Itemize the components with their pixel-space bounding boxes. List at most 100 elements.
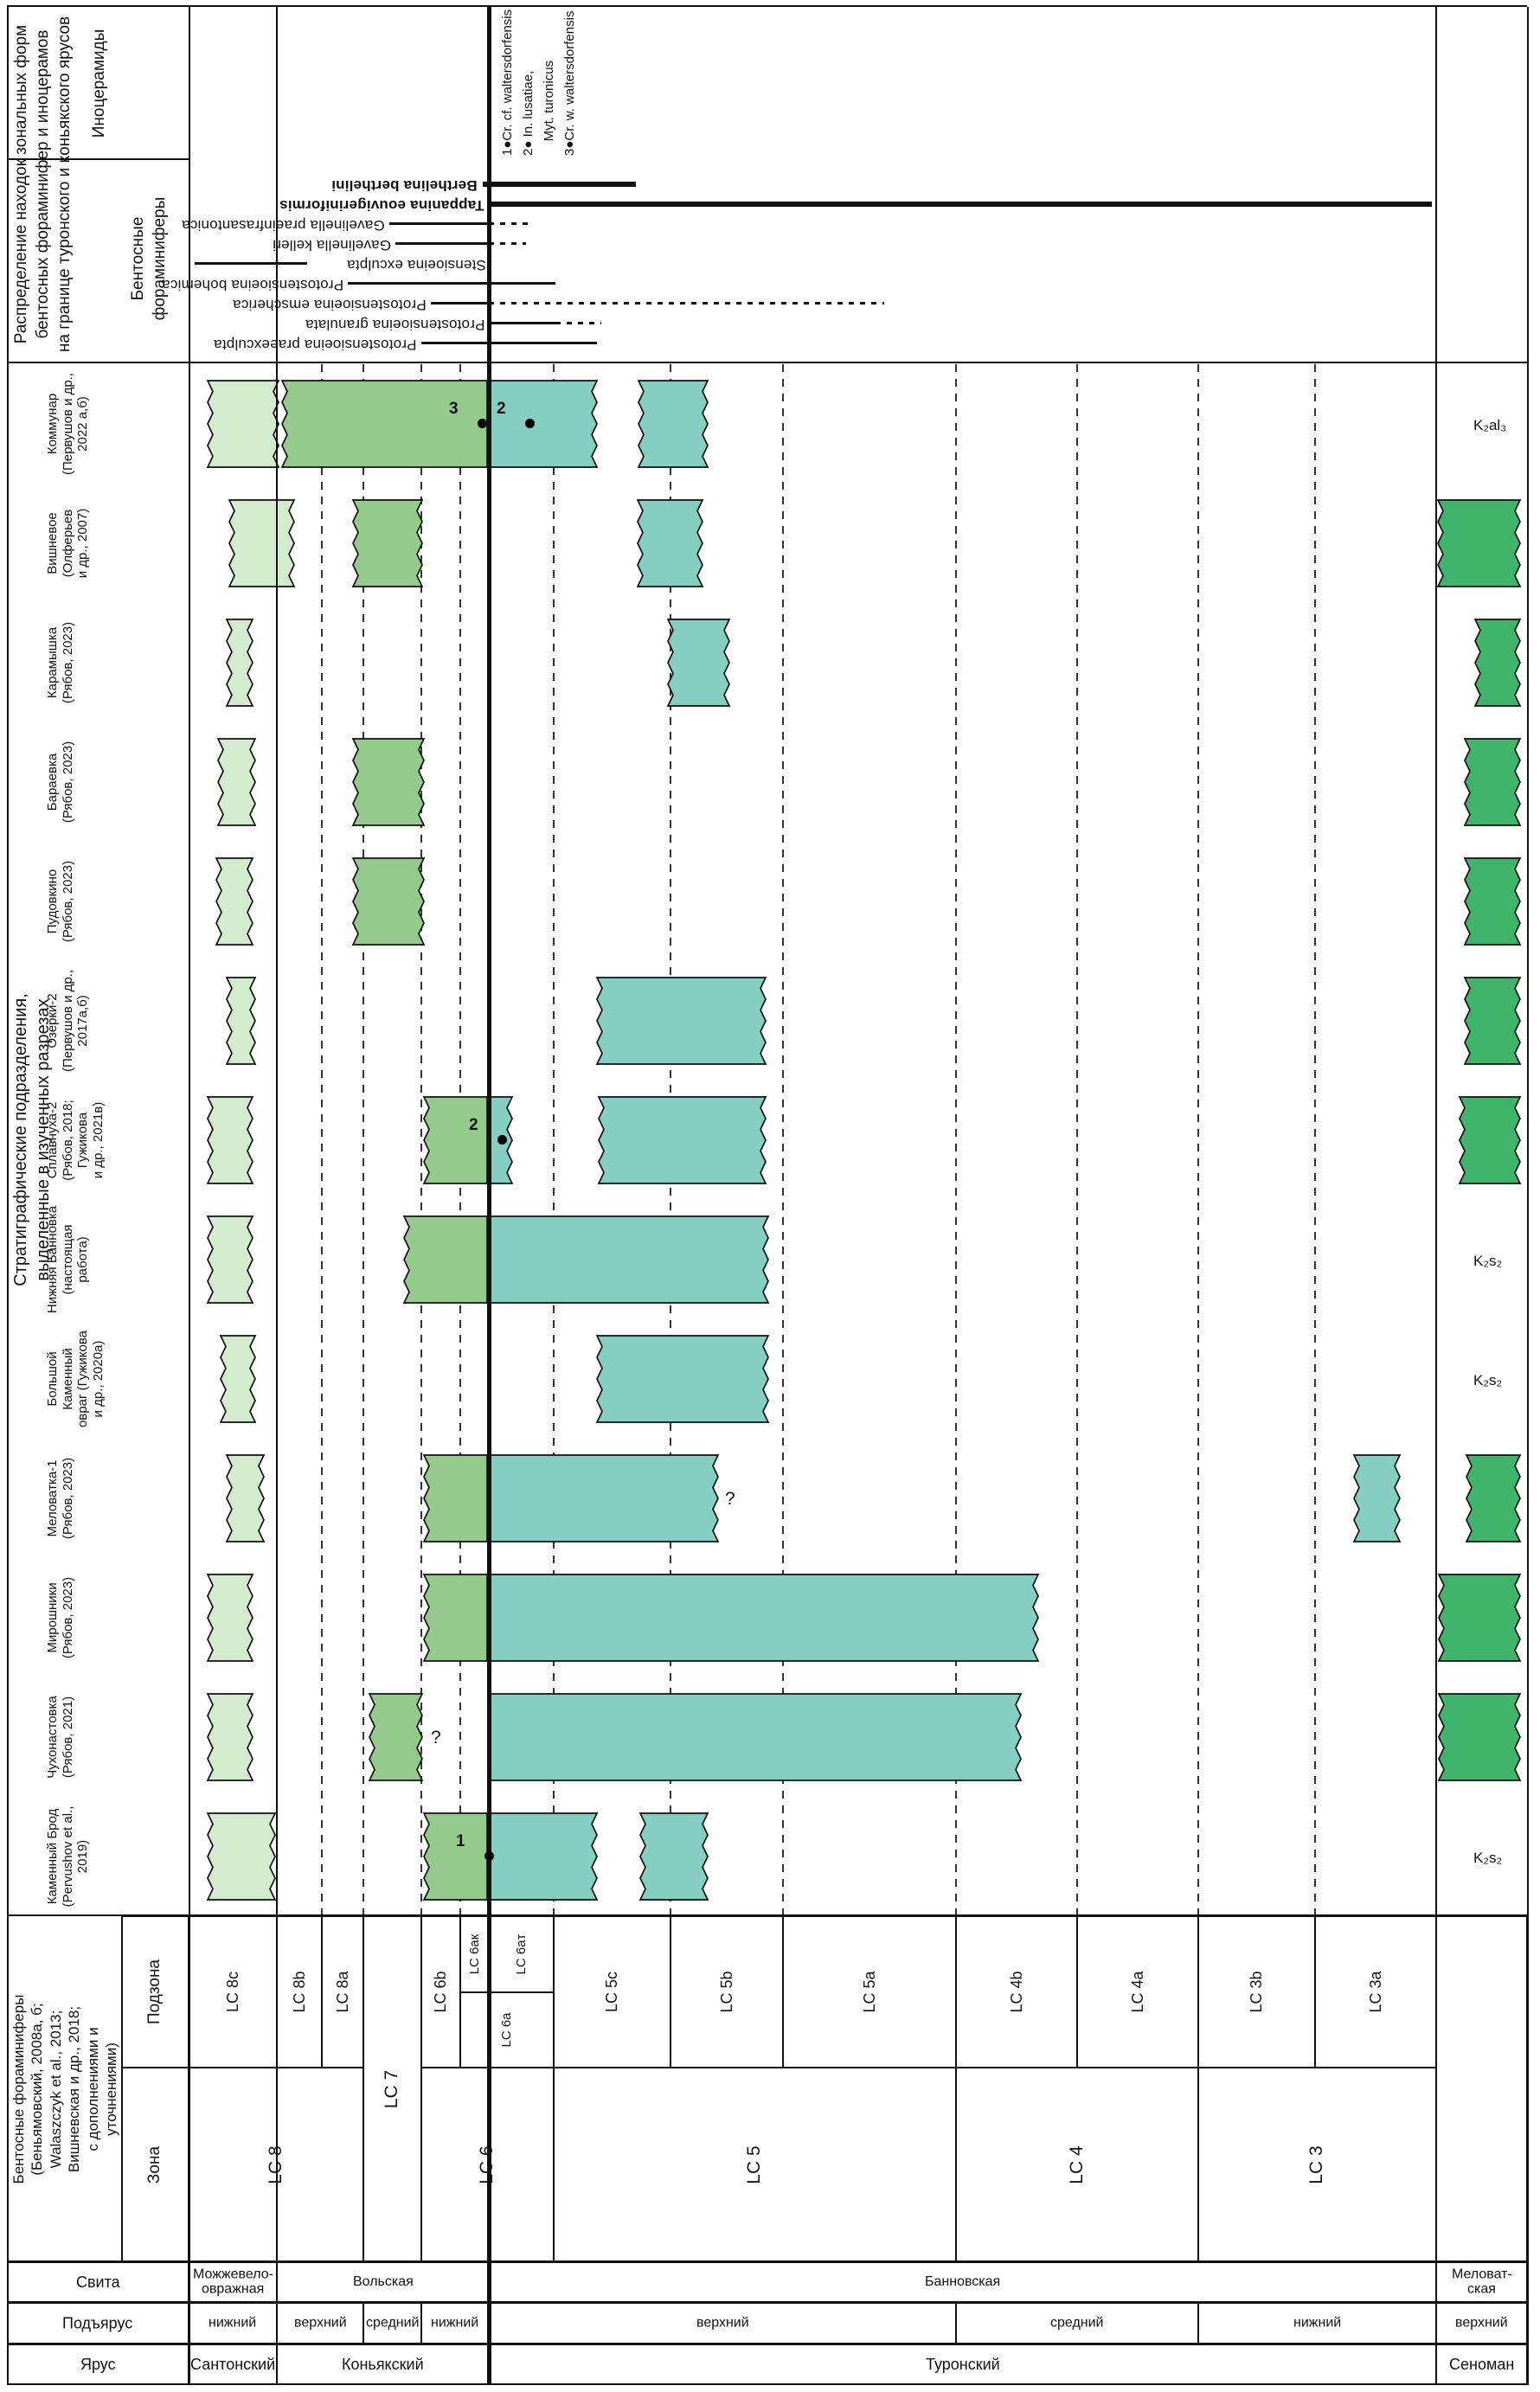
- strat-segment-coniacian: [422, 1812, 488, 1901]
- section-name: Бараевка (Рябов, 2023): [45, 741, 75, 824]
- distribution-title: Распределение находок зональных форм бен…: [12, 16, 74, 353]
- species-range-bar: [483, 182, 636, 187]
- zones-sections-divider-line: [7, 1914, 1527, 1916]
- section-name: Мирошники (Рябов, 2023): [45, 1576, 75, 1659]
- stage-column-header: Ярус: [7, 2344, 189, 2385]
- zone-boundary-dashed-line: [321, 363, 323, 1916]
- inoceramid-find-dot: [477, 419, 487, 429]
- zone-cell: LC 8b: [277, 1916, 322, 2068]
- inoceramids-group-header: Иноцерамиды: [90, 29, 108, 138]
- species-name: Stensioeina exculpta: [347, 257, 486, 273]
- substage-column-header-label: Подъярус: [62, 2314, 133, 2332]
- strat-segment-turonian: [637, 380, 709, 468]
- species-name: Tappanina eouvigeriniformis: [279, 197, 484, 214]
- substage-cell: нижний: [189, 2303, 277, 2344]
- strat-segment-coniacian: [422, 1574, 488, 1662]
- section-name: Большой Каменный овраг (Гужикова и др., …: [45, 1330, 106, 1428]
- strat-segment-santonian: [225, 1454, 266, 1542]
- species-name: Gavelinella praeinfrasantonica: [182, 217, 385, 234]
- section-name: Коммунар (Первушов и др., 2022 а,б): [45, 372, 91, 476]
- strat-segment-coniacian: [402, 1215, 488, 1304]
- substage-cell: нижний: [1198, 2303, 1436, 2344]
- stage-cell-label: Туронский: [925, 2356, 1000, 2374]
- strat-segment-santonian: [225, 977, 257, 1065]
- section-name: Меловатка-1 (Рябов, 2023): [45, 1457, 75, 1540]
- turonian-coniacian-boundary-line: [487, 7, 491, 2385]
- species-range-bar: [348, 282, 555, 285]
- species-range-bar-dashed: [489, 302, 884, 305]
- section-name: Сплавнуха-2 (Рябов, 2018; Гужикова и др.…: [45, 1100, 106, 1181]
- inoceramid-find-number: 1: [456, 1832, 465, 1850]
- substage-cell-label: верхний: [293, 2315, 347, 2331]
- strat-segment-santonian: [206, 1812, 277, 1901]
- strat-segment-cenomanian: [1458, 1096, 1522, 1184]
- substage-formation-divider-line: [7, 2301, 1527, 2303]
- strat-segment-coniacian: [280, 380, 488, 468]
- inoceramid-find-dot: [484, 1851, 494, 1862]
- strat-segment-turonian: [490, 1812, 599, 1901]
- strat-segment-santonian: [206, 1574, 254, 1662]
- stage-substage-divider-line: [7, 2343, 1527, 2344]
- formation-zones-divider-line: [7, 2261, 1527, 2262]
- underlying-deposits-index: K₂s₂: [1473, 1253, 1503, 1269]
- strat-segment-turonian: [490, 1693, 1023, 1781]
- legend-item: 3●Cr. w. waltersdorfensis: [562, 10, 577, 156]
- species-range-bar: [395, 242, 489, 246]
- species-name: Protostensioeina granulata: [305, 317, 484, 333]
- substage-cell-label: верхний: [696, 2315, 749, 2331]
- zone-cell: [1436, 1916, 1527, 2262]
- substage-cell-label: нижний: [1293, 2315, 1342, 2331]
- zone-cell: LC 5c: [554, 1916, 671, 2068]
- strat-segment-turonian: [595, 1335, 770, 1423]
- uncertainty-question-mark: ?: [431, 1728, 441, 1748]
- strat-segment-santonian: [206, 1215, 254, 1304]
- inoceramid-find-number: 2: [469, 1116, 478, 1134]
- underlying-deposits-index: K₂s₂: [1473, 1850, 1503, 1866]
- strat-segment-turonian: [490, 1454, 720, 1542]
- species-range-bar: [431, 302, 489, 305]
- zone-cell: LC 5b: [671, 1916, 783, 2068]
- section-name: Чухонастовка (Рябов, 2021): [45, 1696, 75, 1779]
- inoceramid-find-dot: [524, 419, 535, 429]
- formation-cell: Вольская: [277, 2262, 489, 2303]
- zone-boundary-dashed-line: [1197, 363, 1199, 1916]
- strat-segment-cenomanian: [1463, 738, 1522, 826]
- subzone-column-header: Подзона: [121, 1916, 189, 2068]
- substage-cell-label: средний: [365, 2315, 420, 2331]
- frame-right-line: [7, 5, 1527, 7]
- species-range-bar: [490, 202, 1432, 207]
- strat-segment-turonian: [595, 977, 767, 1065]
- section-name: Пудовкино (Рябов, 2023): [45, 860, 75, 943]
- zone-cell: LC 8a: [322, 1916, 363, 2068]
- strat-segment-turonian: [1352, 1454, 1402, 1542]
- strat-segment-santonian: [219, 1335, 257, 1423]
- strat-segment-turonian: [636, 499, 704, 587]
- species-range-bar-dashed: [555, 322, 601, 325]
- zone-cell: LC 6aт: [489, 1916, 554, 1992]
- strat-segment-turonian: [638, 1812, 709, 1901]
- species-range-bar: [489, 322, 555, 325]
- substage-cell: нижний: [421, 2303, 489, 2344]
- inoceramid-find-number: 3: [449, 400, 459, 418]
- frame-bottom-line: [1527, 7, 1529, 2385]
- substage-cell-label: средний: [1050, 2315, 1104, 2331]
- stage-cell: Сеноман: [1436, 2344, 1527, 2385]
- strat-segment-santonian: [206, 1693, 254, 1781]
- species-range-bar-dashed: [489, 222, 532, 226]
- zone-cell: LC 4b: [956, 1916, 1077, 2068]
- zone-cell: LC 6b: [421, 1916, 460, 2068]
- zone-cell: LC 7: [363, 1916, 421, 2262]
- species-range-bar: [195, 262, 307, 266]
- substage-cell-label: верхний: [1455, 2315, 1508, 2331]
- formation-cell-label: Вольская: [352, 2274, 414, 2290]
- strat-segment-coniacian: [351, 857, 426, 946]
- strat-segment-turonian: [666, 619, 731, 707]
- zone-cell: LC 6a: [460, 1992, 554, 2068]
- zone-column-header: Зона: [121, 2068, 189, 2262]
- strat-segment-coniacian: [422, 1096, 488, 1184]
- stage-cell: Коньякский: [277, 2344, 489, 2385]
- stage-cell: Туронский: [489, 2344, 1436, 2385]
- formation-cell-label: Меловат- ская: [1451, 2267, 1512, 2297]
- zone-boundary-dashed-line: [1314, 363, 1316, 1916]
